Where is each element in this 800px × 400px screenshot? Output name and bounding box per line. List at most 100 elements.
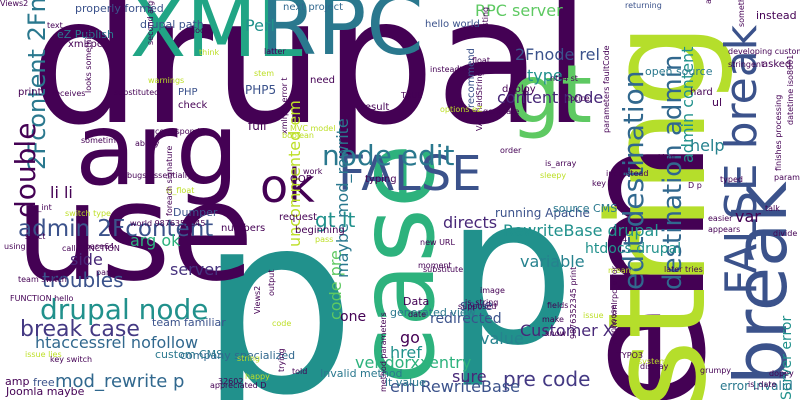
cloud-word-returning: returning xyxy=(625,2,662,10)
cloud-word-looks-something: looks something xyxy=(85,27,93,93)
cloud-word-order: order xyxy=(500,147,521,155)
cloud-word-correspond: correspond xyxy=(155,128,200,136)
cloud-word-directs: directs xyxy=(443,215,497,231)
cloud-word-views2: Views2 xyxy=(0,0,28,8)
cloud-word-oop: OOP xyxy=(290,175,312,185)
cloud-word-stem: stem xyxy=(254,70,274,78)
cloud-word-substitute: substitute xyxy=(423,266,463,274)
cloud-word-float: float xyxy=(472,57,490,65)
cloud-word-value: value xyxy=(480,331,524,347)
cloud-word-easier: easier xyxy=(708,215,732,223)
cloud-word-data: Data xyxy=(403,296,429,307)
cloud-word-ul: ul xyxy=(712,97,722,108)
cloud-word-source-cms: source CMS xyxy=(553,203,617,214)
cloud-word-php: PHP xyxy=(178,88,198,98)
cloud-word-generate: generate xyxy=(483,108,519,116)
cloud-word-grumpy: grumpy xyxy=(700,367,731,375)
cloud-word-make: make xyxy=(542,316,564,324)
cloud-word-key-switch: key switch xyxy=(50,356,92,364)
cloud-word-customer-x: Customer X xyxy=(520,323,614,339)
cloud-word-rewritebase-drupal: RewriteBase drupal xyxy=(503,223,659,239)
cloud-word-hard: hard xyxy=(690,88,713,98)
cloud-word-server: server xyxy=(170,262,221,278)
cloud-word-warnings: warnings xyxy=(148,77,184,85)
cloud-word-htdocs-drupal: htdocs drupal xyxy=(585,242,681,256)
cloud-word-d-p: D p xyxy=(688,182,702,190)
cloud-word-parts: parts xyxy=(96,269,117,277)
cloud-word-switch-type: switch type xyxy=(65,210,111,218)
cloud-word-typed: typed xyxy=(720,176,743,184)
cloud-word-is-array: is_array xyxy=(545,160,576,168)
cloud-word-check: check xyxy=(178,101,207,111)
cloud-word-need: need xyxy=(310,76,335,86)
cloud-word-substituted: substituted xyxy=(114,89,159,97)
cloud-word-maybe-mod-rewrite: maybe mod_rewrite xyxy=(335,118,351,278)
cloud-word-next-project: next project xyxy=(283,3,343,13)
cloud-word-date: date xyxy=(408,311,426,319)
cloud-word-9876352345-print: 9876352345 print xyxy=(570,267,578,339)
cloud-word-appreciated-d: appreciated D xyxy=(210,382,266,390)
cloud-word-receives: receives xyxy=(52,90,85,98)
cloud-word-hello-world: hello world xyxy=(425,20,480,30)
cloud-word-bugs-essentially: bugs Essentially xyxy=(127,172,192,180)
cloud-word-param: param xyxy=(774,174,800,182)
cloud-word-happy: happy xyxy=(245,373,270,381)
cloud-word-arg-ok: arg ok xyxy=(130,233,180,249)
cloud-word-sure: sure xyxy=(452,369,487,385)
cloud-word-foreach-signature: foreach signature xyxy=(166,146,174,216)
cloud-word-team-familiar: team familiar xyxy=(152,317,226,328)
cloud-word-work: work xyxy=(303,168,322,176)
cloud-word-finishes-processing: finishes processing xyxy=(775,95,783,171)
cloud-word-code: code xyxy=(272,320,291,328)
cloud-word-later-tries: later tries xyxy=(664,266,703,274)
cloud-word-go: go xyxy=(400,330,420,346)
cloud-word-listing: listing xyxy=(482,7,490,31)
cloud-word-something: something xyxy=(738,0,746,27)
cloud-word-talk: talk xyxy=(765,205,780,213)
cloud-word-int-instead: int instead xyxy=(606,170,648,178)
cloud-word-one: one xyxy=(340,310,366,324)
cloud-word-accomplish: accomplish xyxy=(705,0,713,4)
cloud-word-help: help xyxy=(690,138,725,154)
cloud-word-issue: issue xyxy=(583,312,604,320)
cloud-word-second-argument: second argument xyxy=(147,0,155,45)
cloud-word-know: know xyxy=(545,330,566,338)
cloud-word-xmlrpc-error-t: xmlrpc_error t xyxy=(281,77,289,134)
cloud-word-lt-i4: lt i4 xyxy=(612,236,627,244)
cloud-word-lt-value: lt value xyxy=(385,377,426,388)
cloud-word-var: var xyxy=(735,209,761,225)
cloud-word-using: using xyxy=(4,243,26,251)
cloud-word-request: request xyxy=(279,213,317,223)
cloud-word-team-switch: team switch xyxy=(18,276,67,284)
cloud-word-key: key xyxy=(592,180,606,188)
cloud-word-world-9876352345: world 9876352345 xyxy=(130,220,205,228)
cloud-word-arg: arg xyxy=(75,100,239,200)
cloud-word-base64: base64 xyxy=(85,243,114,251)
cloud-word-instead: instead xyxy=(430,66,460,74)
cloud-word-ability: ability xyxy=(135,140,160,148)
cloud-word-is-date: is_date xyxy=(748,381,776,389)
cloud-word-2fnode-rel: 2Fnode rel xyxy=(515,47,600,63)
cloud-word-latter: latter xyxy=(264,48,286,56)
cloud-word-i4-gt: i4 gt xyxy=(658,154,676,162)
cloud-word-method-parameters: method parameters xyxy=(380,312,388,392)
cloud-word-amp: amp xyxy=(5,376,29,387)
cloud-word-href: href xyxy=(390,345,422,361)
cloud-word-text: text xyxy=(47,22,63,30)
cloud-word-open-source: open source xyxy=(645,66,712,77)
cloud-word-typo3: TYPO3 xyxy=(617,352,643,360)
cloud-word-php5: PHP5 xyxy=(245,84,276,96)
cloud-word-display: display xyxy=(640,363,668,371)
cloud-word-dopey: dopey xyxy=(769,370,794,378)
cloud-word-print: print xyxy=(18,88,42,98)
cloud-word-side: side xyxy=(70,252,103,268)
cloud-word-full: full xyxy=(248,120,267,132)
cloud-word-options-ez: options eZ xyxy=(440,106,482,114)
cloud-word-think: think xyxy=(199,49,219,57)
cloud-word-notice: notice xyxy=(565,95,590,103)
cloud-word-datetime-iso8601: datetime iso8601 xyxy=(787,55,795,125)
cloud-word-node: node xyxy=(190,27,210,35)
cloud-word-return-xmlrpc-error: return xmlrpc_error xyxy=(611,266,619,344)
cloud-word-instead: instead xyxy=(756,10,797,21)
